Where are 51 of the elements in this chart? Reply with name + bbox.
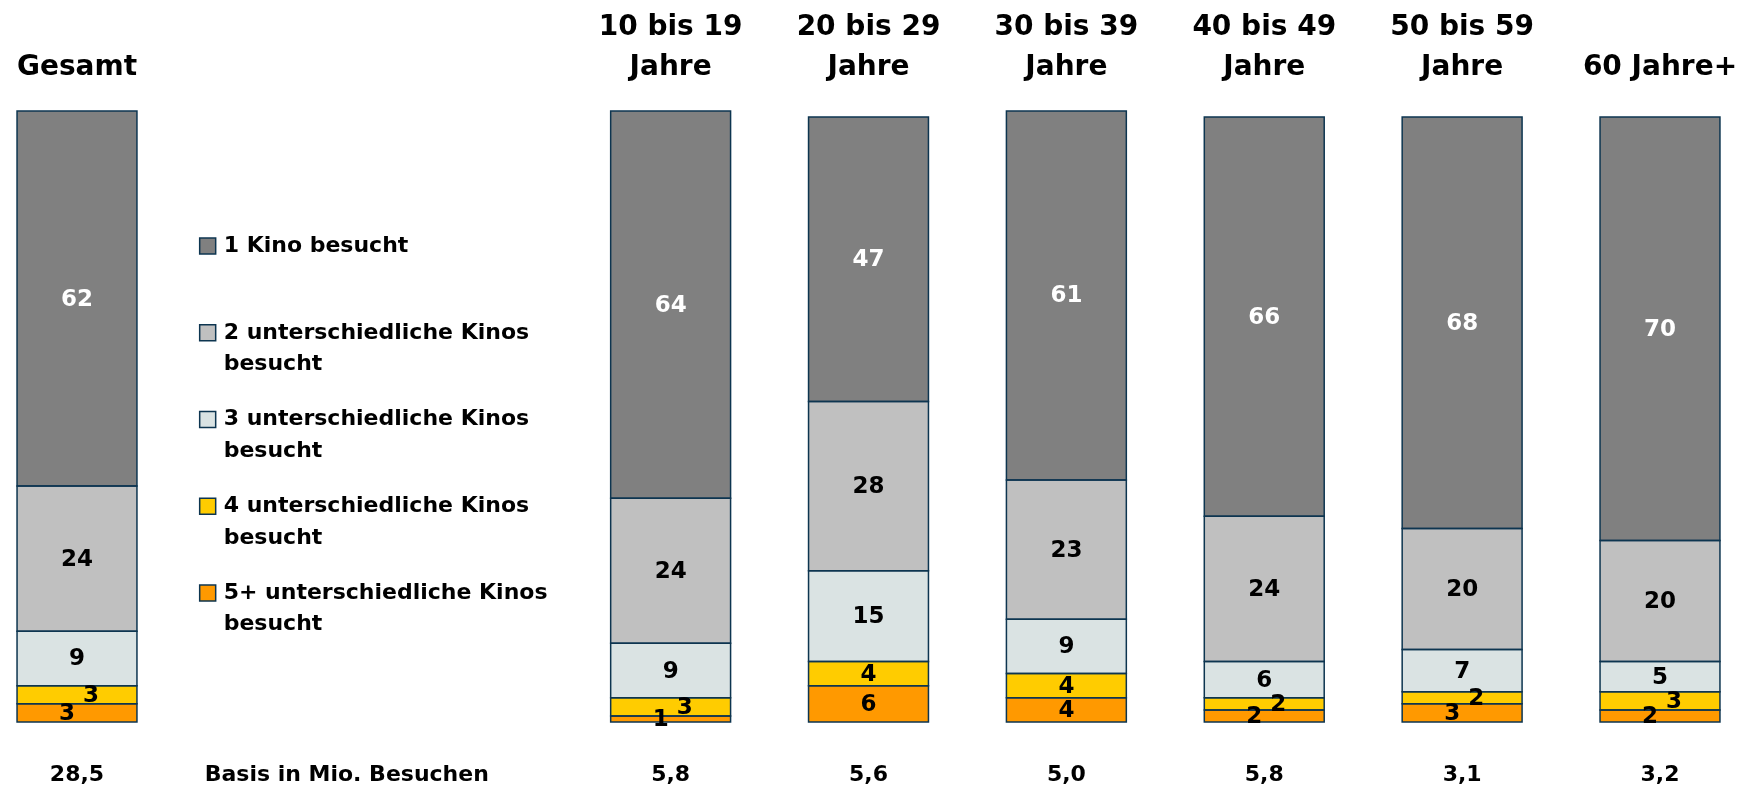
x-tick-label: 20 bis 29 Jahre	[796, 9, 941, 82]
data-label: 64	[654, 290, 687, 317]
data-label: 1	[652, 704, 669, 731]
data-label: 3	[82, 680, 100, 707]
x-tick-label: Gesamt	[16, 48, 138, 82]
data-label: 4	[1058, 695, 1075, 722]
x-tick-label: 40 bis 49 Jahre	[1192, 9, 1337, 82]
data-label: 4	[1058, 671, 1075, 698]
data-label: 47	[852, 245, 885, 272]
data-label: 20	[1446, 574, 1479, 601]
legend-label: 3 unterschiedliche Kinos besucht	[223, 405, 530, 462]
data-label: 9	[1058, 632, 1075, 659]
data-label: 6	[1256, 665, 1273, 692]
data-label: 6	[860, 689, 877, 716]
text: 5,6	[849, 760, 888, 786]
text: 28,5	[49, 760, 105, 786]
text: 5,8	[1244, 760, 1284, 786]
data-label: 5	[1651, 662, 1669, 689]
data-label: 24	[1248, 574, 1281, 601]
data-label: 4	[860, 659, 877, 686]
legend-label: 1 Kino besucht	[223, 231, 409, 257]
data-label: 66	[1248, 302, 1281, 329]
x-tick-label: 30 bis 39 Jahre	[994, 9, 1139, 82]
x-tick-label: 60 Jahre+	[1582, 48, 1738, 82]
data-label: 9	[662, 656, 679, 683]
text: 3,2	[1640, 760, 1680, 786]
legend-label: 5+ unterschiedliche Kinos besucht	[223, 578, 548, 636]
data-label: 68	[1446, 308, 1479, 335]
data-label: 23	[1050, 535, 1083, 562]
legend-label: 2 unterschiedliche Kinos besucht	[223, 318, 530, 376]
data-label: 15	[852, 602, 885, 629]
data-label: 7	[1454, 656, 1471, 683]
data-label: 61	[1050, 281, 1083, 308]
text: 3,1	[1442, 760, 1482, 786]
text: 5,0	[1046, 760, 1086, 786]
text: 5,8	[651, 760, 691, 786]
data-label: 28	[852, 472, 885, 499]
data-label: 24	[654, 556, 687, 583]
data-label: 70	[1643, 314, 1677, 341]
data-label: 24	[60, 544, 94, 571]
data-label: 3	[1444, 698, 1461, 725]
x-tick-label: 50 bis 59 Jahre	[1390, 9, 1534, 82]
data-label: 20	[1643, 586, 1677, 613]
data-label: 9	[68, 644, 86, 671]
data-label: 62	[60, 284, 94, 311]
x-tick-label: 10 bis 19 Jahre	[598, 9, 743, 82]
legend-label: 4 unterschiedliche Kinos besucht	[223, 492, 530, 549]
data-label: 3	[58, 698, 76, 725]
data-label: 3	[676, 692, 693, 719]
text: Basis in Mio. Besuchen	[204, 760, 489, 786]
data-label: 3	[1665, 686, 1683, 713]
